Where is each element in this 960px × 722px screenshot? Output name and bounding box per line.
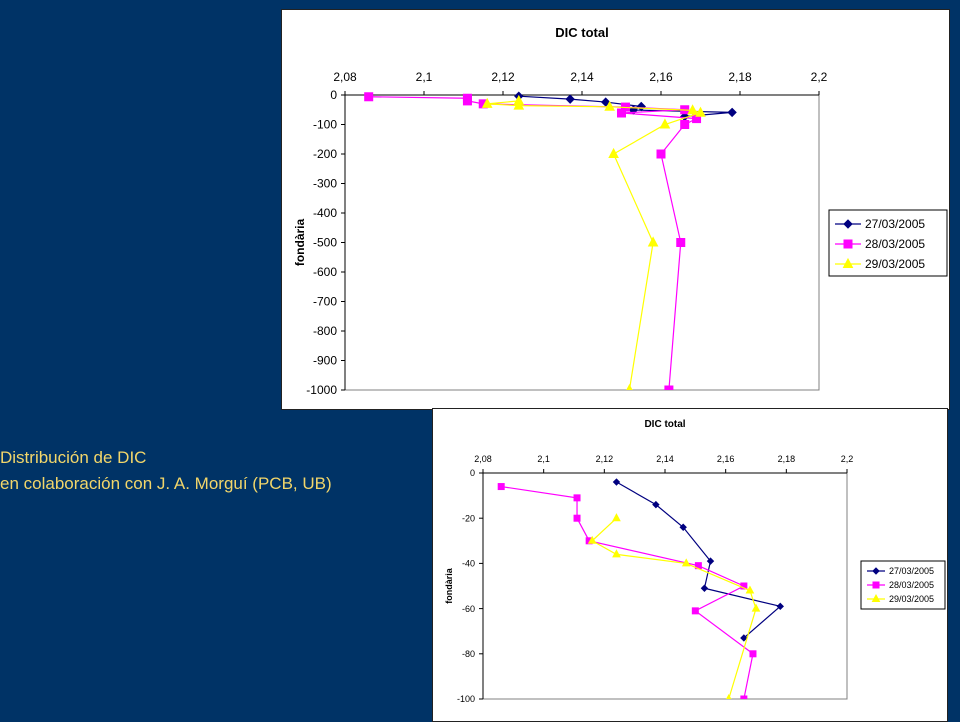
data-point (656, 149, 666, 159)
chart-panel-full-depth: DIC total 2,08 2,1 2,12 2,14 2,16 2,18 2,2 0 -100… (281, 9, 950, 410)
data-point (727, 107, 737, 118)
data-point (612, 513, 621, 522)
data-point (626, 383, 633, 390)
legend-label: 29/03/2005 (889, 594, 934, 604)
y-tick-label: -900 (313, 354, 337, 368)
data-point (513, 99, 525, 110)
data-point (647, 236, 659, 247)
data-point (612, 549, 621, 558)
plot-area (482, 472, 848, 700)
legend-label: 27/03/2005 (889, 566, 934, 576)
x-tick-label: 2,2 (811, 70, 828, 84)
y-tick-label: -600 (313, 265, 337, 279)
legend-label: 29/03/2005 (865, 257, 925, 271)
data-point (652, 500, 660, 509)
y-tick-label: -1000 (306, 383, 337, 397)
data-point (700, 584, 709, 592)
legend-label: 28/03/2005 (865, 237, 925, 251)
series-29/03/2005 (481, 94, 706, 390)
data-point (573, 514, 581, 522)
data-point (725, 693, 732, 699)
y-tick-label: -60 (462, 604, 475, 614)
y-tick-label: -100 (457, 694, 475, 704)
series-28/03/2005 (497, 483, 757, 699)
y-tick-label: -100 (313, 118, 337, 132)
data-point (681, 558, 691, 567)
y-tick-label: -200 (313, 147, 337, 161)
data-point (497, 483, 505, 491)
legend-swatch-marker (872, 567, 880, 575)
x-tick-label: 2,12 (491, 70, 515, 84)
legend-swatch-marker (843, 239, 853, 249)
data-point (676, 238, 686, 247)
legend-label: 28/03/2005 (889, 580, 934, 590)
plot-area (344, 94, 820, 391)
series-29/03/2005 (587, 513, 761, 699)
x-tick-label: 2,18 (728, 70, 752, 84)
legend-swatch-marker (843, 219, 853, 229)
data-point (740, 582, 748, 590)
data-point (462, 96, 472, 106)
x-tick-label: 2,14 (656, 454, 674, 464)
y-tick-label: -800 (313, 324, 337, 338)
data-point (659, 118, 671, 129)
y-tick-label: 0 (470, 468, 475, 478)
data-point (573, 494, 581, 502)
data-point (740, 695, 748, 699)
caption-credit: en colaboración con J. A. Morguí (PCB, U… (0, 474, 332, 493)
x-tick-label: 2,08 (333, 70, 357, 84)
data-point (695, 106, 706, 117)
x-tick-label: 2,12 (596, 454, 614, 464)
data-point (587, 535, 597, 544)
legend-swatch-marker (871, 593, 881, 602)
chart-title: DIC total (555, 25, 608, 40)
data-point (679, 523, 687, 531)
y-tick-label: -500 (313, 236, 337, 250)
data-point (749, 650, 757, 658)
x-tick-label: 2,2 (841, 454, 854, 464)
data-point (776, 602, 784, 611)
x-tick-label: 2,16 (649, 70, 673, 84)
dic-chart-upper-100m: DIC total 2,08 2,1 2,12 2,14 2,16 2,18 2,2 0 -20 -… (444, 419, 946, 704)
data-point (364, 92, 374, 102)
series-27/03/2005 (612, 478, 784, 642)
data-point (604, 100, 615, 111)
x-tick-label: 2,1 (416, 70, 433, 84)
data-point (706, 557, 715, 565)
y-axis-title: fondària (444, 567, 454, 603)
chart-panel-upper-100m: DIC total 2,08 2,1 2,12 2,14 2,16 2,18 2,2 0 -20 -… (432, 408, 948, 722)
data-point (565, 94, 575, 104)
legend-label: 27/03/2005 (865, 217, 925, 231)
legend-swatch-marker (872, 581, 880, 589)
data-point (680, 120, 690, 129)
x-tick-label: 2,16 (717, 454, 735, 464)
y-tick-label: -20 (462, 513, 475, 523)
y-tick-label: -80 (462, 649, 475, 659)
data-point (481, 97, 493, 108)
y-tick-label: 0 (330, 88, 337, 102)
legend-swatch-marker (842, 257, 854, 268)
data-point (745, 585, 755, 594)
series-line (487, 100, 703, 390)
data-point (751, 603, 761, 612)
x-tick-label: 2,08 (474, 454, 492, 464)
x-tick-label: 2,14 (570, 70, 594, 84)
data-point (691, 607, 699, 615)
dic-chart-full-depth: DIC total 2,08 2,1 2,12 2,14 2,16 2,18 2,2 0 -100… (293, 25, 948, 397)
data-point (608, 147, 619, 158)
data-point (687, 104, 698, 115)
data-point (617, 108, 626, 118)
y-tick-label: -400 (313, 206, 337, 220)
x-tick-label: 2,1 (537, 454, 550, 464)
data-point (612, 478, 621, 486)
chart-title: DIC total (644, 419, 685, 430)
caption-title: Distribución de DIC (0, 448, 147, 467)
x-tick-label: 2,18 (778, 454, 796, 464)
y-axis-title: fondària (293, 219, 307, 267)
data-point (664, 385, 674, 390)
y-tick-label: -300 (313, 177, 337, 191)
data-point (740, 634, 748, 642)
y-tick-label: -700 (313, 295, 337, 309)
y-tick-label: -40 (462, 559, 475, 569)
